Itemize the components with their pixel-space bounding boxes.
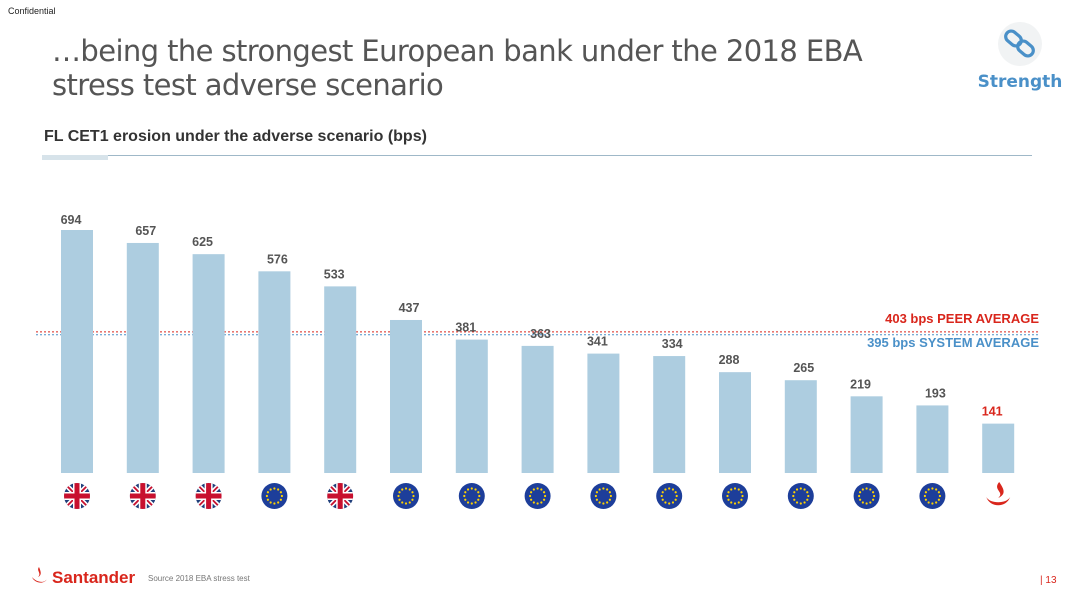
data-label: 141 — [982, 405, 1003, 419]
source-note: Source 2018 EBA stress test — [148, 574, 250, 583]
data-label: 576 — [267, 252, 288, 266]
page-title: …being the strongest European bank under… — [52, 34, 863, 102]
bar — [324, 286, 357, 473]
chain-link-icon — [998, 22, 1042, 66]
uk-flag-icon — [195, 483, 222, 509]
eu-flag-icon — [919, 483, 946, 509]
title-underline-accent — [42, 155, 108, 160]
eu-flag-icon — [393, 483, 419, 509]
bar — [719, 372, 751, 473]
santander-logo: Santander — [32, 567, 136, 587]
uk-flag-icon — [64, 483, 90, 509]
data-label: 694 — [61, 213, 82, 227]
page-number: | 13 — [1040, 575, 1057, 586]
santander-flame-icon — [986, 482, 1011, 506]
data-label: 288 — [719, 353, 740, 367]
uk-flag-icon — [129, 483, 156, 509]
reference-line-label: 395 bps SYSTEM AVERAGE — [867, 335, 1039, 350]
santander-brand-text: Santander — [52, 568, 136, 587]
reference-line-label: 403 bps PEER AVERAGE — [885, 311, 1039, 326]
data-label: 334 — [662, 337, 683, 351]
bar — [587, 353, 620, 473]
eu-flag-icon — [590, 483, 617, 509]
strength-badge-label: Strength — [977, 72, 1063, 92]
eu-flag-icon — [722, 483, 748, 509]
data-label: 193 — [925, 386, 946, 400]
bar — [192, 254, 225, 473]
data-label: 363 — [530, 327, 551, 341]
bar — [61, 230, 93, 473]
data-label: 265 — [793, 361, 814, 375]
eu-flag-icon — [853, 483, 880, 509]
data-label: 625 — [192, 235, 213, 249]
bar — [126, 242, 159, 473]
bar — [455, 339, 488, 473]
bar — [784, 380, 817, 473]
bar — [390, 319, 422, 473]
data-label: 437 — [399, 301, 420, 315]
data-label: 533 — [324, 267, 345, 281]
data-label: 657 — [135, 224, 156, 238]
data-label: 341 — [587, 335, 608, 349]
data-label: 381 — [455, 321, 476, 335]
chart-title: FL CET1 erosion under the adverse scenar… — [44, 128, 427, 145]
bar — [982, 423, 1015, 473]
bar — [258, 271, 291, 473]
bar — [850, 396, 883, 473]
uk-flag-icon — [327, 483, 354, 509]
eu-flag-icon — [787, 483, 814, 509]
eu-flag-icon — [524, 483, 551, 509]
bar — [653, 356, 686, 473]
confidential-label: Confidential — [8, 6, 56, 16]
title-underline — [42, 155, 1032, 156]
eu-flag-icon — [656, 483, 683, 509]
eu-flag-icon — [458, 483, 485, 509]
bar-chart: 694 657 625 576 533 437 381 363 341 334 288 265 219 1… — [36, 213, 1040, 509]
data-label: 219 — [850, 377, 871, 391]
eu-flag-icon — [261, 483, 288, 509]
bar — [521, 345, 554, 473]
bar — [916, 405, 949, 473]
